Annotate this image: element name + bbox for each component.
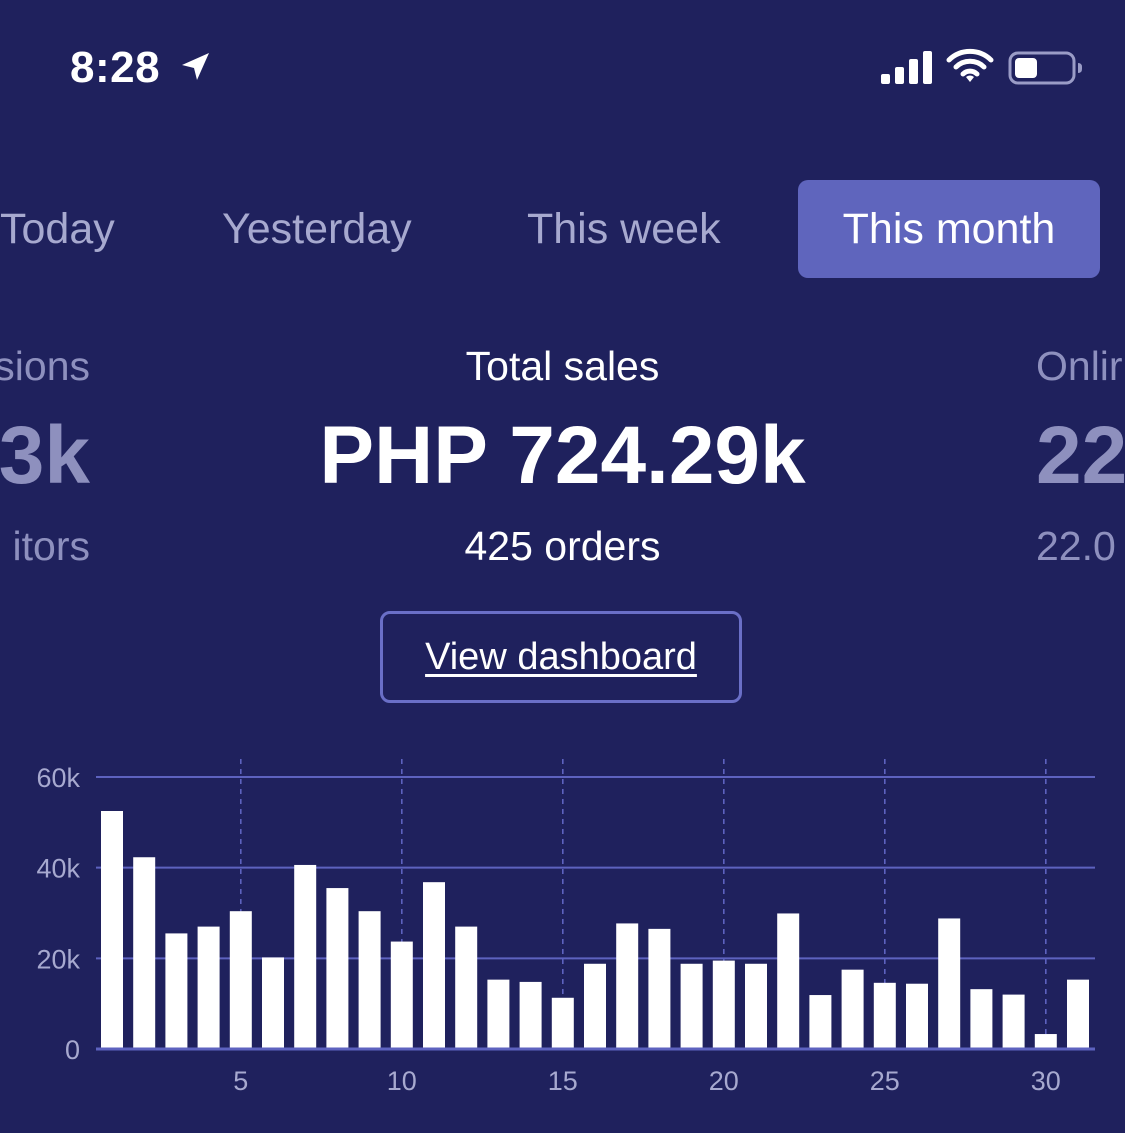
- bar-day-21: [745, 963, 767, 1049]
- bar-day-31: [1067, 979, 1089, 1049]
- online-metric-value: 22: [1036, 410, 1125, 501]
- battery-icon: [1008, 51, 1082, 85]
- bar-day-26: [906, 983, 928, 1049]
- x-tick-label: 10: [387, 1066, 417, 1096]
- location-arrow-icon: [182, 53, 209, 80]
- orders-count: 425 orders: [464, 523, 661, 569]
- online-metric-label: Onlir: [1036, 343, 1123, 389]
- sessions-metric-value: 3k: [0, 410, 90, 501]
- bar-day-7: [294, 864, 317, 1049]
- bar-day-18: [648, 928, 671, 1049]
- bar-day-9: [358, 911, 381, 1049]
- bar-day-5: [229, 911, 252, 1049]
- total-sales-label: Total sales: [465, 343, 660, 389]
- bar-day-22: [777, 913, 800, 1049]
- sessions-metric-label: sions: [0, 343, 90, 389]
- bar-day-16: [584, 963, 606, 1049]
- bar-day-24: [841, 969, 864, 1049]
- bar-day-23: [809, 995, 832, 1049]
- bar-day-6: [262, 957, 284, 1049]
- total-sales-value: PHP 724.29k: [319, 410, 806, 501]
- bar-day-13: [487, 979, 510, 1049]
- bar-day-4: [197, 926, 220, 1049]
- status-time: 8:28: [70, 43, 161, 92]
- tab-today[interactable]: Today: [0, 205, 115, 253]
- bar-day-19: [680, 963, 703, 1049]
- x-tick-label: 15: [548, 1066, 578, 1096]
- view-dashboard-button[interactable]: View dashboard: [380, 611, 742, 703]
- bar-day-27: [938, 918, 961, 1049]
- bar-day-8: [326, 888, 349, 1049]
- tab-this-week[interactable]: This week: [527, 205, 721, 253]
- bar-day-20: [712, 960, 735, 1049]
- cellular-signal-icon: [881, 51, 932, 84]
- online-metric-sub: 22.0: [1036, 523, 1116, 569]
- bar-day-10: [390, 941, 413, 1049]
- sessions-metric-sub: itors: [12, 523, 90, 569]
- tab-this-month[interactable]: This month: [798, 180, 1100, 278]
- bar-day-3: [165, 933, 188, 1049]
- x-tick-label: 20: [709, 1066, 739, 1096]
- x-tick-label: 25: [870, 1066, 900, 1096]
- bar-day-17: [616, 923, 639, 1049]
- chart-axes: 0 20k 40k 60k 5 10 15 20 25 30: [36, 763, 1095, 1096]
- bar-day-30: [1034, 1034, 1057, 1049]
- bar-day-28: [970, 989, 993, 1049]
- x-tick-label: 30: [1031, 1066, 1061, 1096]
- sales-bar-chart: 0 20k 40k 60k 5 10 15 20 25 30: [36, 759, 1095, 1096]
- y-tick-label: 60k: [36, 763, 80, 793]
- x-tick-label: 5: [233, 1066, 248, 1096]
- bar-day-12: [455, 926, 478, 1049]
- tab-yesterday[interactable]: Yesterday: [222, 205, 412, 253]
- bar-day-1: [101, 811, 123, 1049]
- bar-day-14: [519, 981, 542, 1049]
- chart-bars: [101, 811, 1089, 1049]
- y-tick-label: 0: [65, 1035, 80, 1065]
- wifi-icon: [946, 48, 994, 82]
- y-tick-label: 40k: [36, 854, 80, 884]
- bar-day-25: [873, 982, 896, 1049]
- bar-day-11: [423, 882, 445, 1049]
- bar-day-15: [551, 997, 574, 1049]
- y-tick-label: 20k: [36, 944, 80, 974]
- bar-day-29: [1002, 994, 1025, 1049]
- bar-day-2: [133, 857, 156, 1049]
